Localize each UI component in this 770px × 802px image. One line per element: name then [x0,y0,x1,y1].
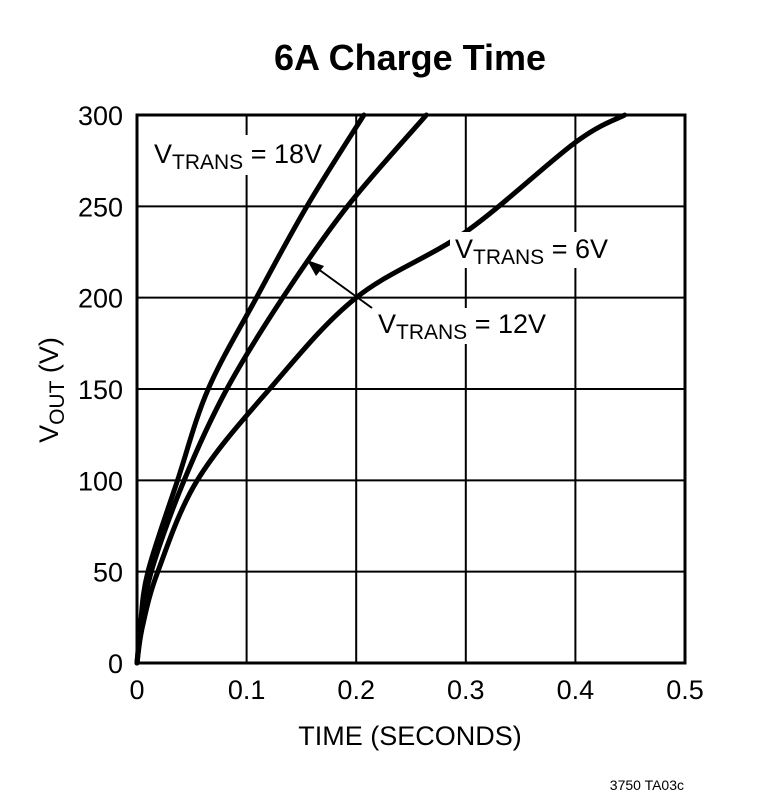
x-tick-label: 0.5 [666,675,704,705]
x-tick-label: 0 [129,675,144,705]
y-axis-label: VOUT (V) [34,337,69,443]
x-axis-label: TIME (SECONDS) [298,721,522,751]
label-bg-18v [150,135,310,175]
y-tick-label: 300 [78,101,123,131]
plot-frame [135,113,687,665]
y-tick-label: 50 [93,558,123,588]
x-tick-label: 0.4 [557,675,595,705]
x-tick-label: 0.3 [447,675,485,705]
footnote: 3750 TA03c [610,777,684,793]
series-line-1 [134,112,429,666]
y-tick-label: 0 [108,649,123,679]
arrow-12v [307,260,373,309]
series-label-12v: VTRANS = 12V [378,309,546,344]
y-tick-label: 100 [78,466,123,496]
y-tick-label: 150 [78,375,123,405]
x-tick-label: 0.2 [337,675,375,705]
label-bg-12v [370,308,550,344]
y-tick-label: 250 [78,192,123,222]
series-line-2 [134,112,628,666]
y-tick-label: 200 [78,284,123,314]
series-label-6v: VTRANS = 6V [455,234,608,269]
x-tick-label: 0.1 [228,675,266,705]
series-label-18v: VTRANS = 18V [154,139,322,174]
label-bg-6v [450,232,610,268]
chart-title: 6A Charge Time [274,37,546,78]
